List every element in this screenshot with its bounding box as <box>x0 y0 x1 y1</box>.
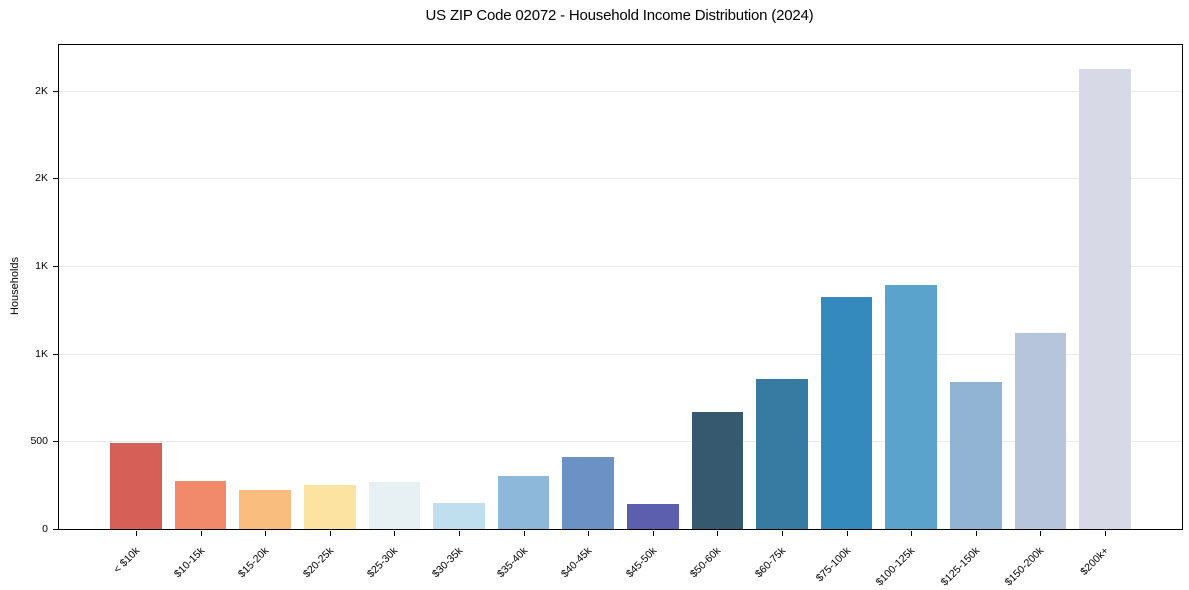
x-tick-mark <box>588 530 590 536</box>
x-tick-mark <box>652 530 654 536</box>
y-tick-mark <box>52 178 58 180</box>
x-tick-mark <box>329 530 331 536</box>
bar-$30-35k <box>433 502 485 529</box>
x-tick-mark <box>717 530 719 536</box>
bar-$20-25k <box>303 485 356 529</box>
gridline <box>59 353 1182 355</box>
bar-$100-125k <box>885 285 938 529</box>
y-tick-label: 2K <box>35 84 48 97</box>
bar-$60-75k <box>756 379 808 529</box>
y-tick-mark <box>52 353 58 355</box>
y-axis-label: Households <box>9 256 21 316</box>
bar-$50-60k <box>691 411 744 529</box>
x-tick-label: $20-25k <box>300 544 336 581</box>
x-tick-mark <box>975 530 977 536</box>
gridline <box>59 90 1182 92</box>
y-tick-mark <box>52 529 58 530</box>
gridline <box>59 178 1182 180</box>
x-tick-label: $25-30k <box>365 544 401 581</box>
bar-$200k+ <box>1079 68 1131 529</box>
x-tick-label: $40-45k <box>559 544 595 581</box>
y-tick-mark <box>52 441 58 443</box>
y-tick-label: 2K <box>35 172 48 185</box>
bar-$25-30k <box>368 481 421 529</box>
bar-$15-20k <box>239 490 291 529</box>
x-tick-label: $60-75k <box>752 544 789 581</box>
bar-$10-15k <box>174 480 227 529</box>
x-tick-mark <box>265 530 267 536</box>
bar-$150-200k <box>1014 332 1067 529</box>
y-tick-label: 0 <box>42 523 48 535</box>
x-tick-label: $150-200k <box>1003 544 1047 589</box>
bar-$35-40k <box>497 475 550 529</box>
x-tick-mark <box>846 530 848 536</box>
y-tick-label: 1K <box>35 259 48 272</box>
x-tick-mark <box>458 530 460 536</box>
x-tick-mark <box>1040 530 1042 536</box>
x-tick-mark <box>135 530 137 536</box>
bar-$45-50k <box>626 503 679 529</box>
gridline <box>59 441 1182 443</box>
bar-$125-150k <box>950 381 1002 529</box>
y-tick-label: 500 <box>30 435 48 448</box>
plot-area: 0 500 1K 1K 2K 2K < $10k $10-15k $15-20k $20-25k $… <box>30 44 1183 588</box>
y-tick-mark <box>52 90 58 92</box>
bar-$40-45k <box>562 457 615 529</box>
x-tick-mark <box>523 530 525 536</box>
x-tick-label: $100-125k <box>873 544 918 589</box>
bar-< $10k <box>110 443 162 529</box>
x-tick-label: $125-150k <box>938 544 983 589</box>
y-tick-mark <box>52 265 58 267</box>
y-tick-label: 1K <box>35 347 48 360</box>
x-tick-label: $50-60k <box>688 544 724 581</box>
x-tick-mark <box>1105 530 1107 536</box>
x-tick-label: $35-40k <box>494 544 530 581</box>
bar-$75-100k <box>820 296 873 529</box>
x-tick-label: $45-50k <box>623 544 660 581</box>
x-tick-mark <box>200 530 202 536</box>
x-tick-label: $75-100k <box>813 544 853 585</box>
gridline <box>59 265 1182 267</box>
x-tick-label: $200k+ <box>1078 544 1112 578</box>
x-tick-label: $15-20k <box>236 544 272 581</box>
x-tick-label: $10-15k <box>171 544 207 581</box>
chart-title: US ZIP Code 02072 - Household Income Dis… <box>425 7 814 24</box>
x-tick-label: < $10k <box>111 544 143 576</box>
x-tick-mark <box>394 530 396 536</box>
x-tick-mark <box>782 530 784 536</box>
x-tick-label: $30-35k <box>429 544 466 581</box>
x-tick-mark <box>911 530 913 536</box>
